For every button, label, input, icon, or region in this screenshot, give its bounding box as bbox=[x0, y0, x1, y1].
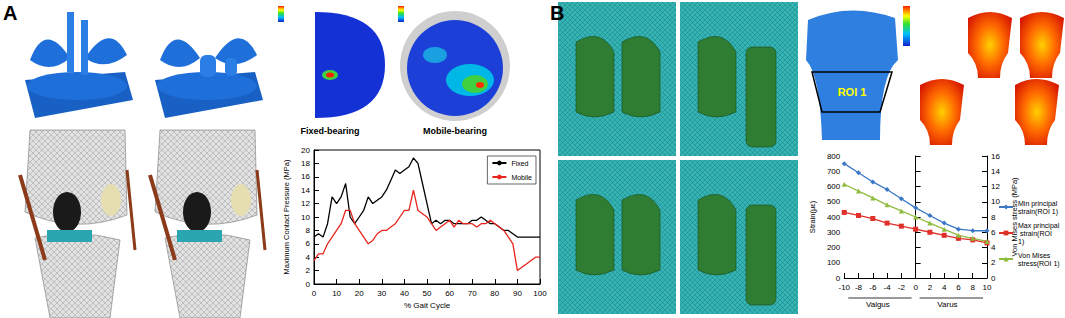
svg-text:Mobile: Mobile bbox=[511, 174, 532, 181]
svg-text:Mobile-bearing: Mobile-bearing bbox=[423, 126, 487, 136]
svg-text:20: 20 bbox=[301, 146, 310, 155]
svg-text:2: 2 bbox=[928, 283, 933, 292]
svg-text:800: 800 bbox=[827, 152, 841, 161]
svg-text:B: B bbox=[550, 2, 564, 24]
svg-text:-6: -6 bbox=[869, 283, 877, 292]
svg-text:600: 600 bbox=[827, 182, 841, 191]
svg-text:80: 80 bbox=[490, 289, 499, 298]
svg-text:100: 100 bbox=[533, 289, 547, 298]
svg-text:6: 6 bbox=[956, 283, 961, 292]
svg-text:200: 200 bbox=[827, 243, 841, 252]
svg-text:40: 40 bbox=[400, 289, 409, 298]
svg-text:1): 1) bbox=[1018, 238, 1024, 246]
svg-text:Von Mises stress (MPa): Von Mises stress (MPa) bbox=[1010, 177, 1019, 257]
svg-text:2: 2 bbox=[991, 258, 996, 267]
svg-text:0: 0 bbox=[913, 283, 918, 292]
svg-text:stress(ROI 1): stress(ROI 1) bbox=[1018, 260, 1060, 268]
svg-text:300: 300 bbox=[827, 228, 841, 237]
svg-text:2: 2 bbox=[306, 266, 311, 275]
svg-text:700: 700 bbox=[827, 167, 841, 176]
svg-text:-4: -4 bbox=[884, 283, 892, 292]
svg-text:16: 16 bbox=[301, 172, 310, 181]
svg-text:10: 10 bbox=[991, 197, 1000, 206]
svg-text:30: 30 bbox=[377, 289, 386, 298]
svg-text:8: 8 bbox=[970, 283, 975, 292]
svg-text:4: 4 bbox=[306, 253, 311, 262]
svg-text:4: 4 bbox=[991, 243, 996, 252]
svg-text:400: 400 bbox=[827, 213, 841, 222]
svg-text:Maximum Contact Pressure (MPa): Maximum Contact Pressure (MPa) bbox=[282, 159, 291, 275]
svg-text:6: 6 bbox=[306, 239, 311, 248]
svg-text:-2: -2 bbox=[898, 283, 906, 292]
svg-text:60: 60 bbox=[445, 289, 454, 298]
svg-text:70: 70 bbox=[468, 289, 477, 298]
svg-text:10: 10 bbox=[332, 289, 341, 298]
svg-text:18: 18 bbox=[301, 159, 310, 168]
svg-text:-8: -8 bbox=[855, 283, 863, 292]
svg-text:8: 8 bbox=[306, 226, 311, 235]
svg-text:Varus: Varus bbox=[937, 300, 957, 309]
svg-text:16: 16 bbox=[991, 152, 1000, 161]
svg-text:14: 14 bbox=[991, 167, 1000, 176]
svg-text:10: 10 bbox=[301, 213, 310, 222]
svg-text:Strain(με): Strain(με) bbox=[808, 200, 817, 233]
svg-text:8: 8 bbox=[991, 213, 996, 222]
svg-text:100: 100 bbox=[827, 258, 841, 267]
svg-text:% Gait Cycle: % Gait Cycle bbox=[404, 301, 451, 310]
svg-text:10: 10 bbox=[983, 283, 992, 292]
svg-text:strain(ROI: strain(ROI bbox=[1018, 230, 1054, 238]
svg-text:strain(ROI 1): strain(ROI 1) bbox=[1018, 208, 1058, 216]
svg-text:Min principal: Min principal bbox=[1018, 200, 1059, 208]
svg-text:12: 12 bbox=[991, 182, 1000, 191]
svg-text:500: 500 bbox=[827, 197, 841, 206]
svg-text:Max principal: Max principal bbox=[1018, 222, 1060, 230]
svg-text:0: 0 bbox=[991, 274, 996, 283]
svg-text:12: 12 bbox=[301, 199, 310, 208]
svg-text:Von Mises: Von Mises bbox=[1018, 252, 1052, 259]
svg-text:20: 20 bbox=[355, 289, 364, 298]
svg-text:-10: -10 bbox=[838, 283, 850, 292]
svg-text:6: 6 bbox=[991, 228, 996, 237]
svg-text:90: 90 bbox=[513, 289, 522, 298]
svg-text:Fixed-bearing: Fixed-bearing bbox=[300, 126, 359, 136]
svg-text:Fixed: Fixed bbox=[511, 160, 528, 167]
svg-text:50: 50 bbox=[423, 289, 432, 298]
svg-text:14: 14 bbox=[301, 186, 310, 195]
svg-text:0: 0 bbox=[306, 280, 311, 289]
svg-text:0: 0 bbox=[836, 274, 841, 283]
svg-text:Valgus: Valgus bbox=[866, 300, 890, 309]
svg-text:A: A bbox=[3, 2, 17, 24]
svg-text:ROI 1: ROI 1 bbox=[838, 86, 867, 98]
svg-text:0: 0 bbox=[312, 289, 317, 298]
svg-text:4: 4 bbox=[942, 283, 947, 292]
